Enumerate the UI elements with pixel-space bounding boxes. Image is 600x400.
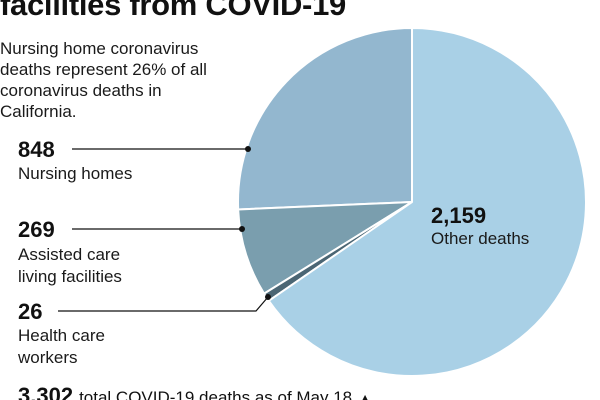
health-care-workers-label-line1: Health care — [18, 326, 105, 345]
chart-title: facilities from COVID-19 — [0, 0, 346, 22]
health-care-workers-value: 26 — [18, 299, 43, 324]
footer-total-value: 3,302 — [18, 383, 74, 400]
assisted-care-leader-dot — [239, 226, 245, 232]
footer-total-text: total COVID-19 deaths as of May 18 — [79, 388, 353, 400]
nursing-homes-label: Nursing homes — [18, 164, 133, 183]
health-care-workers-leader-line — [58, 296, 269, 312]
other-deaths-label: Other deaths — [431, 229, 530, 248]
assisted-care-label-line2: living facilities — [18, 267, 122, 286]
health-care-workers-label-line2: workers — [18, 348, 78, 367]
nursing-homes-value: 848 — [18, 137, 55, 162]
health-care-workers-leader-dot — [265, 294, 271, 300]
up-arrow-icon: ▲ — [358, 390, 373, 400]
footer-total: 3,302 total COVID-19 deaths as of May 18 ▲ — [18, 383, 372, 400]
chart-subtitle: Nursing home coronavirus deaths represen… — [0, 39, 207, 121]
slice-other-deaths — [267, 27, 587, 377]
other-deaths-value: 2,159 — [431, 203, 487, 228]
slice-nursing-homes — [237, 27, 413, 211]
assisted-care-label-line1: Assisted care — [18, 245, 121, 264]
slice-assisted-care — [237, 201, 413, 295]
nursing-homes-leader-dot — [245, 146, 251, 152]
assisted-care-value: 269 — [18, 217, 55, 242]
